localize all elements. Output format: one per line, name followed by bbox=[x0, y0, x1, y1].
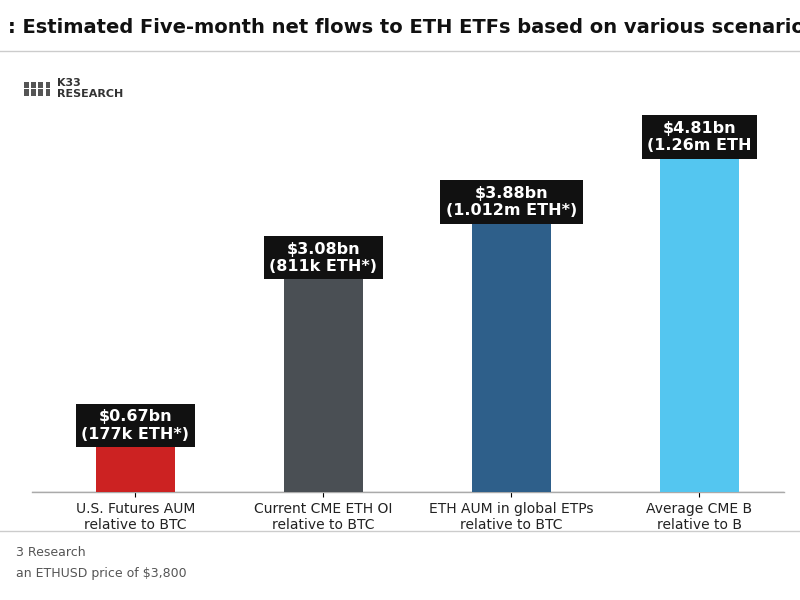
Text: $0.67bn
(177k ETH*): $0.67bn (177k ETH*) bbox=[82, 409, 190, 442]
Bar bbox=[660, 157, 739, 492]
Text: K33
RESEARCH: K33 RESEARCH bbox=[57, 79, 123, 99]
Text: : Estimated Five-month net flows to ETH ETFs based on various scenarios: : Estimated Five-month net flows to ETH … bbox=[8, 18, 800, 37]
Text: $3.88bn
(1.012m ETH*): $3.88bn (1.012m ETH*) bbox=[446, 186, 577, 218]
Text: $3.08bn
(811k ETH*): $3.08bn (811k ETH*) bbox=[270, 242, 378, 274]
Text: 3 Research: 3 Research bbox=[16, 546, 86, 559]
Bar bbox=[284, 277, 363, 492]
Text: an ETHUSD price of $3,800: an ETHUSD price of $3,800 bbox=[16, 567, 186, 580]
Bar bbox=[96, 445, 175, 492]
Text: $4.81bn
(1.26m ETH: $4.81bn (1.26m ETH bbox=[647, 121, 752, 154]
Bar bbox=[472, 221, 551, 492]
